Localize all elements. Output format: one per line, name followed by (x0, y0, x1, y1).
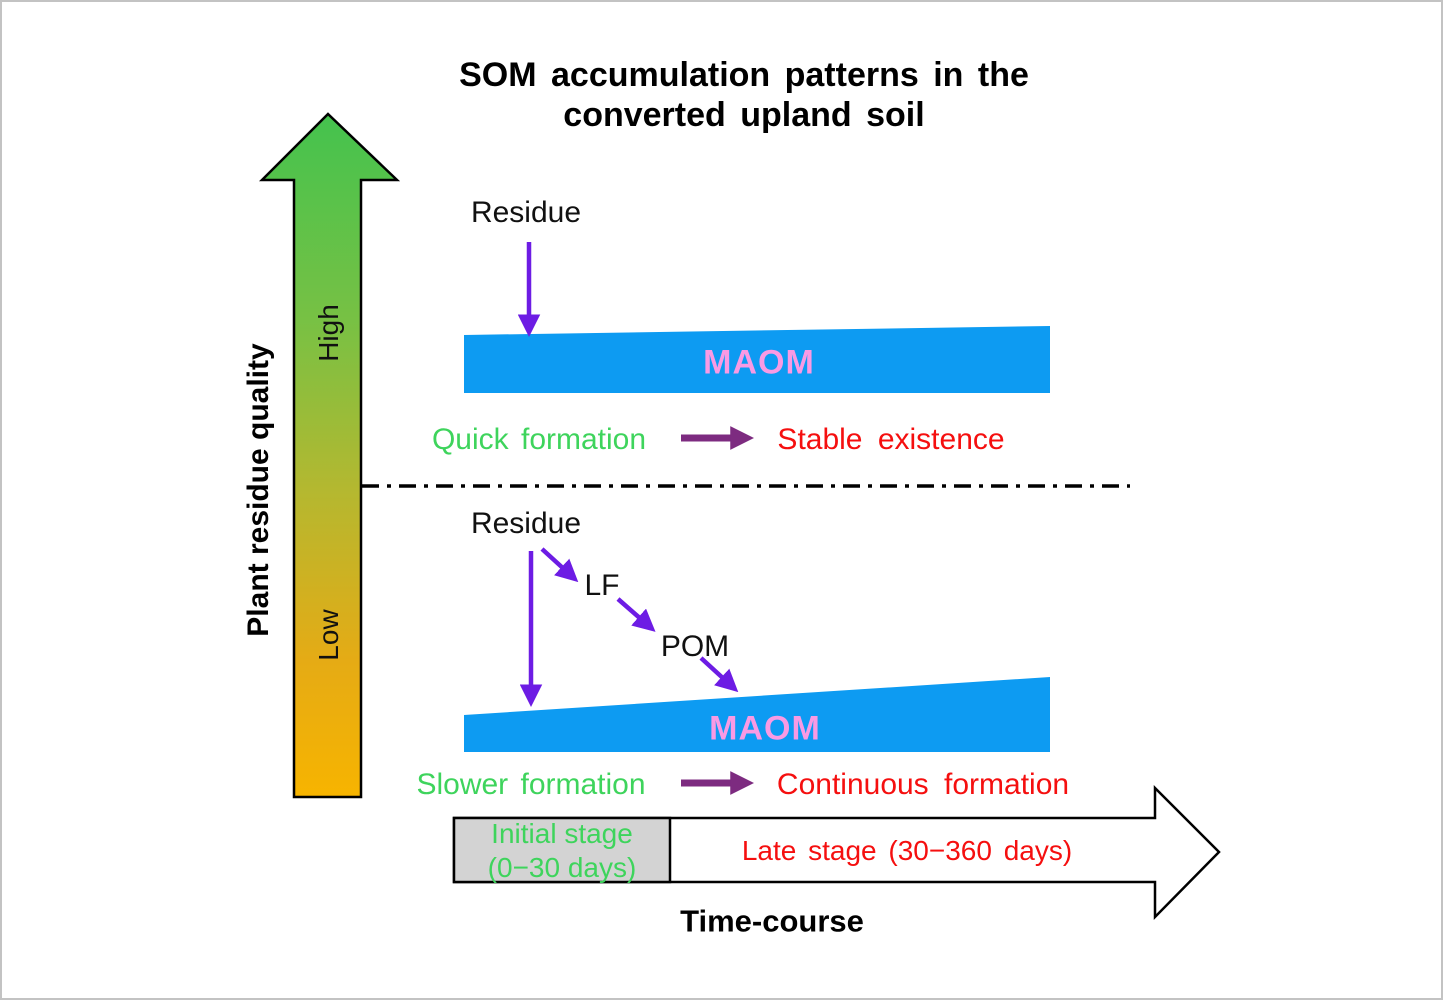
slower-formation-label: Slower formation (416, 768, 646, 801)
diagram-title-line2: converted upland soil (563, 96, 925, 134)
residue-label-top: Residue (470, 196, 582, 229)
time-course-axis-label: Time-course (680, 903, 864, 939)
quality-gradient-arrow (258, 112, 401, 799)
initial-stage-box (452, 816, 672, 884)
diagram-title-line1: SOM accumulation patterns in the (459, 56, 1029, 94)
maom-bar-bottom (464, 677, 1050, 752)
residue-to-lf-arrow (540, 547, 579, 583)
quick-formation-label: Quick formation (431, 423, 647, 456)
initial-stage-line2: (0−30 days) (487, 852, 637, 883)
maom-bar-top (464, 326, 1050, 393)
maom-label-bottom: MAOM (709, 709, 821, 748)
initial-stage-line1: Initial stage (491, 818, 633, 849)
stable-existence-label: Stable existence (777, 423, 1005, 456)
quality-low-label: Low (313, 609, 345, 661)
lf-to-pom-arrow (616, 597, 656, 632)
initial-stage-label: Initial stage (0−30 days) (488, 817, 637, 885)
pom-label: POM (660, 630, 730, 663)
maom-label-top: MAOM (703, 343, 815, 382)
diagram-title: SOM accumulation patterns in the convert… (459, 55, 1029, 135)
quality-axis-label: Plant residue quality (242, 343, 275, 637)
late-stage-label: Late stage (30−360 days) (741, 835, 1073, 867)
residue-label-bottom: Residue (470, 507, 582, 540)
quality-high-label: High (313, 304, 345, 362)
pom-to-maom-arrow (699, 656, 739, 693)
lf-label: LF (584, 569, 620, 602)
continuous-formation-label: Continuous formation (776, 768, 1070, 801)
